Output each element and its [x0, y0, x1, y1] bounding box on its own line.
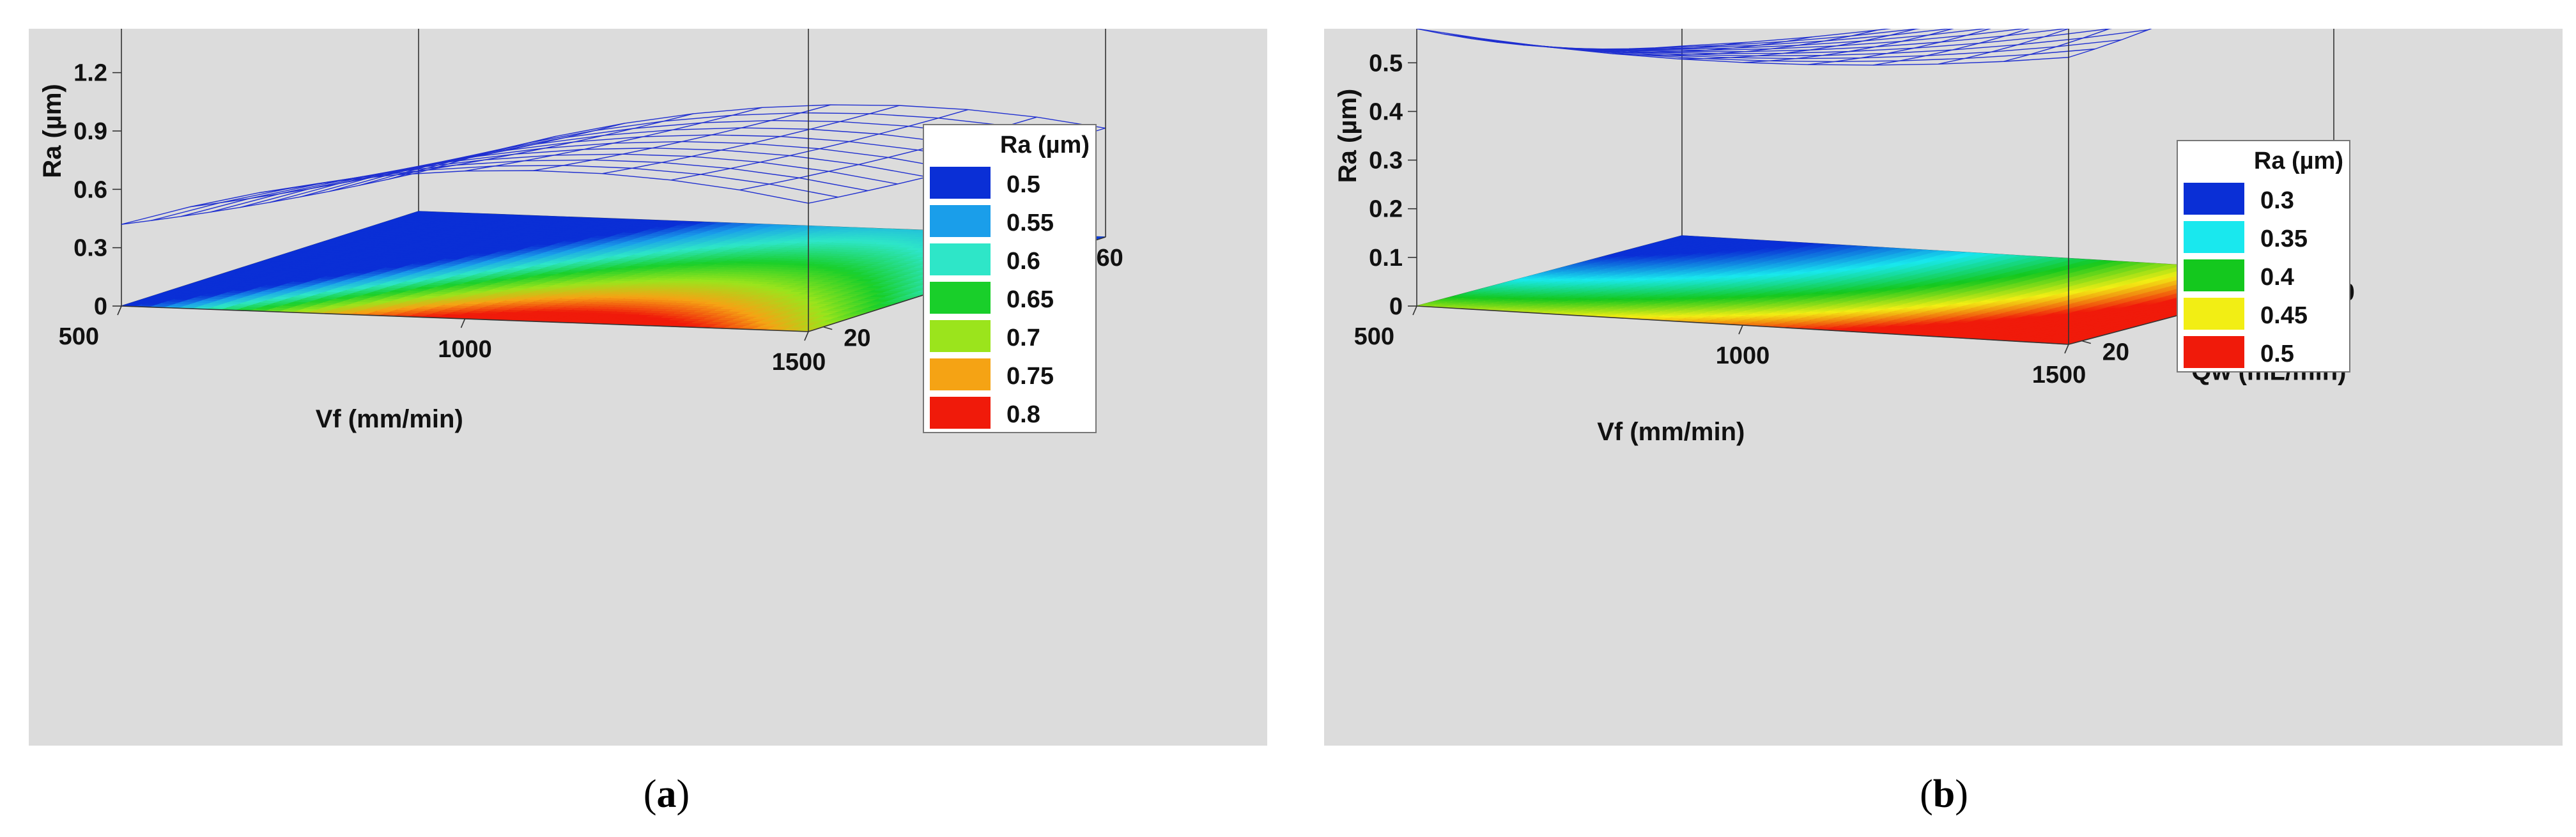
- surface-mesh-line: [533, 104, 831, 171]
- surface-mesh-line: [670, 109, 969, 181]
- chart-panel-b: 00.10.20.30.40.50.60.750010001500204060R…: [1324, 29, 2563, 746]
- x-tick-label: 1000: [438, 336, 492, 363]
- x-axis-label: Vf (mm/min): [1597, 418, 1745, 446]
- chart-panel-a: 00.30.60.91.21.51.850010001500204060Ra (…: [29, 29, 1267, 746]
- y-tick-label: 60: [1097, 245, 1123, 272]
- surface-mesh-line: [180, 159, 868, 217]
- legend-swatch: [930, 167, 991, 199]
- legend-title: Ra (µm): [1000, 132, 1090, 158]
- surface-mesh-line: [210, 153, 898, 213]
- surface-chart-a: 00.30.60.91.21.51.850010001500204060Ra (…: [38, 29, 1123, 433]
- z-tick-label: 0.1: [1369, 245, 1403, 272]
- legend-swatch: [2184, 183, 2244, 215]
- z-tick-label: 0: [94, 293, 107, 320]
- surface-mesh-line: [465, 107, 762, 172]
- z-tick-label: 0.4: [1369, 98, 1403, 125]
- x-tick: [117, 305, 122, 316]
- z-tick-label: 0.3: [1369, 148, 1403, 174]
- legend-swatch: [930, 397, 991, 429]
- legend-label: 0.45: [2260, 302, 2308, 329]
- legend-label: 0.4: [2260, 264, 2294, 291]
- surface-mesh-line: [1416, 29, 1683, 50]
- legend-label: 0.75: [1006, 363, 1054, 390]
- y-tick-label: 20: [844, 325, 870, 352]
- legend-label: 0.8: [1006, 401, 1040, 428]
- legend-swatch: [930, 320, 991, 352]
- z-tick-label: 0.9: [73, 118, 107, 145]
- surface-mesh-line: [396, 113, 694, 176]
- legend-swatch: [2184, 259, 2244, 291]
- legend-label: 0.5: [2260, 341, 2294, 367]
- caption-a: (a): [643, 772, 690, 816]
- z-axis-label: Ra (µm): [1334, 89, 1362, 183]
- x-tick: [1412, 305, 1417, 316]
- surface-mesh-line: [258, 135, 557, 194]
- surface-mesh-line: [1872, 29, 2030, 66]
- legend-swatch: [930, 282, 991, 314]
- x-tick: [460, 318, 466, 328]
- x-tick: [804, 331, 809, 341]
- legend-label: 0.65: [1006, 286, 1054, 313]
- legend-label: 0.35: [2260, 226, 2308, 252]
- legend-label: 0.7: [1006, 325, 1040, 351]
- y-tick: [2081, 340, 2091, 344]
- x-tick-label: 500: [59, 323, 99, 350]
- surface-mesh-line: [327, 123, 625, 183]
- z-tick-label: 0.6: [73, 176, 107, 203]
- x-axis-label: Vf (mm/min): [316, 405, 463, 433]
- x-tick-label: 1000: [1716, 342, 1770, 369]
- surface-mesh-line: [190, 152, 488, 208]
- surface-mesh-line: [2003, 29, 2111, 62]
- z-tick-label: 0.3: [73, 235, 107, 262]
- legend-swatch: [930, 358, 991, 390]
- z-axis-label: Ra (µm): [38, 84, 66, 178]
- z-tick-label: 1.2: [73, 60, 107, 87]
- z-tick-label: 0: [1389, 293, 1403, 320]
- surface-mesh-line: [329, 127, 1017, 192]
- z-tick-label: 0.2: [1369, 196, 1403, 223]
- legend-swatch: [2184, 336, 2244, 368]
- surface-mesh-line: [151, 165, 838, 221]
- legend-label: 0.6: [1006, 248, 1040, 275]
- surface-chart-b: 00.10.20.30.40.50.60.750010001500204060R…: [1334, 29, 2355, 446]
- x-tick-label: 500: [1354, 323, 1394, 350]
- z-tick-label: 0.5: [1369, 50, 1403, 77]
- x-tick: [2064, 344, 2069, 354]
- x-tick-label: 1500: [2032, 362, 2086, 388]
- legend-label: 0.3: [2260, 187, 2294, 214]
- x-tick: [1738, 325, 1743, 335]
- caption-b: (b): [1920, 772, 1968, 816]
- surface-mesh-line: [121, 172, 419, 225]
- surface-mesh-line: [602, 105, 900, 174]
- legend-label: 0.55: [1006, 210, 1054, 236]
- legend-swatch: [930, 243, 991, 275]
- surface-mesh-line: [240, 147, 928, 208]
- y-tick-label: 20: [2102, 339, 2129, 366]
- legend-swatch: [2184, 298, 2244, 330]
- legend-swatch: [2184, 221, 2244, 253]
- surface-mesh-line: [2068, 29, 2152, 58]
- x-tick-label: 1500: [772, 349, 826, 376]
- legend-label: 0.5: [1006, 171, 1040, 198]
- legend-title: Ra (µm): [2254, 148, 2343, 174]
- legend-swatch: [930, 205, 991, 237]
- y-tick: [823, 326, 833, 330]
